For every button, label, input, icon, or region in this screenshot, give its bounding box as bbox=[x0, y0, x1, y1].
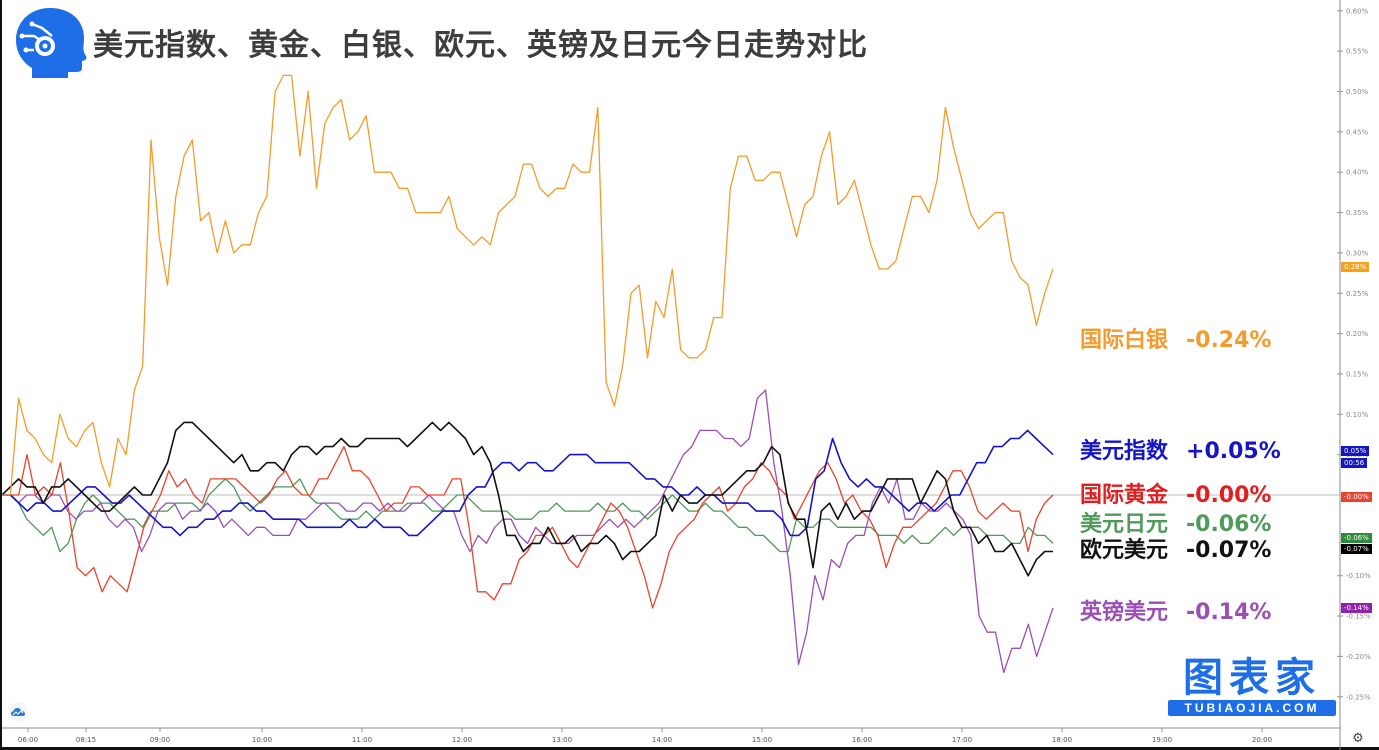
svg-text:11:00: 11:00 bbox=[352, 736, 372, 744]
countdown-tag: 00:56 bbox=[1341, 458, 1368, 468]
svg-text:0.15%: 0.15% bbox=[1346, 370, 1369, 378]
legend-value: -0.14% bbox=[1186, 600, 1272, 625]
legend-item-usdjpy: 美元日元 -0.06% bbox=[1080, 506, 1271, 538]
legend-label: 英镑美元 bbox=[1080, 600, 1169, 625]
price-tag-eurusd: -0.07% bbox=[1341, 544, 1372, 554]
svg-text:0.60%: 0.60% bbox=[1346, 7, 1369, 15]
legend-value: -0.00% bbox=[1186, 483, 1272, 508]
svg-text:15:00: 15:00 bbox=[752, 736, 772, 744]
series-line bbox=[1, 421, 1053, 577]
series-line bbox=[2, 389, 1054, 674]
legend-label: 欧元美元 bbox=[1080, 538, 1169, 563]
series-line bbox=[2, 445, 1054, 609]
svg-text:10:00: 10:00 bbox=[252, 736, 272, 744]
svg-text:0.35%: 0.35% bbox=[1346, 209, 1369, 217]
svg-text:18:00: 18:00 bbox=[1052, 736, 1072, 744]
series-line bbox=[2, 429, 1054, 537]
price-tag-silver: 0.28% bbox=[1341, 262, 1370, 272]
series-lines bbox=[1, 74, 1054, 674]
svg-text:08:15: 08:15 bbox=[76, 736, 96, 744]
price-tag-dxy: 0.05% bbox=[1341, 446, 1370, 456]
legend-item-gbpusd: 英镑美元 -0.14% bbox=[1080, 594, 1271, 626]
y-axis-ticks: 0.60% 0.55% 0.50% 0.45% 0.40% 0.35% 0.30% 0.25%… bbox=[1337, 7, 1371, 701]
legend-item-gold: 国际黄金 -0.00% bbox=[1080, 477, 1271, 509]
price-tag-gold: -0.00% bbox=[1341, 492, 1372, 502]
legend-label: 美元日元 bbox=[1080, 512, 1169, 537]
svg-text:12:00: 12:00 bbox=[452, 736, 472, 744]
svg-text:09:00: 09:00 bbox=[150, 736, 170, 744]
svg-text:16:00: 16:00 bbox=[852, 736, 872, 744]
legend-label: 国际黄金 bbox=[1080, 483, 1169, 508]
x-axis-ticks: 06:00 08:15 09:00 10:00 11:00 12:00 13:00 14:00… bbox=[18, 728, 1272, 744]
legend-label: 国际白银 bbox=[1080, 328, 1169, 353]
legend-item-eurusd: 欧元美元 -0.07% bbox=[1080, 532, 1271, 564]
svg-text:20:00: 20:00 bbox=[1252, 736, 1272, 744]
legend-value: -0.06% bbox=[1186, 512, 1272, 537]
svg-text:19:00: 19:00 bbox=[1152, 736, 1172, 744]
svg-text:17:00: 17:00 bbox=[952, 736, 972, 744]
svg-text:0.40%: 0.40% bbox=[1346, 169, 1369, 177]
svg-text:0.20%: 0.20% bbox=[1346, 330, 1369, 338]
svg-text:13:00: 13:00 bbox=[552, 736, 572, 744]
brand-name: 图表家 bbox=[1183, 655, 1321, 701]
svg-text:0.10%: 0.10% bbox=[1346, 411, 1369, 419]
cloud-icon-glyph bbox=[11, 708, 25, 716]
brand-watermark: 图表家 TUBIAOJIA.COM bbox=[1168, 656, 1336, 722]
legend-label: 美元指数 bbox=[1080, 439, 1169, 464]
svg-text:0.50%: 0.50% bbox=[1346, 88, 1369, 96]
legend-item-silver: 国际白银 -0.24% bbox=[1080, 322, 1271, 354]
legend-value: +0.05% bbox=[1186, 439, 1281, 464]
svg-text:0.45%: 0.45% bbox=[1346, 128, 1369, 136]
svg-text:06:00: 06:00 bbox=[18, 736, 38, 744]
svg-text:0.55%: 0.55% bbox=[1346, 48, 1369, 56]
svg-text:-0.15%: -0.15% bbox=[1346, 613, 1371, 621]
chart-title: 美元指数、黄金、白银、欧元、英镑及日元今日走势对比 bbox=[93, 28, 868, 63]
svg-text:-0.20%: -0.20% bbox=[1346, 653, 1371, 661]
series-line bbox=[2, 74, 1054, 496]
ai-head-logo-icon bbox=[16, 8, 87, 78]
legend-item-dxy: 美元指数 +0.05% bbox=[1080, 433, 1281, 465]
legend-value: -0.24% bbox=[1186, 328, 1272, 353]
svg-text:-0.10%: -0.10% bbox=[1346, 572, 1371, 580]
svg-text:0.25%: 0.25% bbox=[1346, 290, 1369, 298]
price-tag-usdjpy: -0.06% bbox=[1341, 533, 1372, 543]
svg-text:14:00: 14:00 bbox=[652, 736, 672, 744]
svg-text:-0.25%: -0.25% bbox=[1346, 693, 1371, 701]
cloud-icon[interactable] bbox=[8, 702, 28, 722]
brand-url: TUBIAOJIA.COM bbox=[1168, 700, 1336, 716]
gear-icon[interactable]: ⚙ bbox=[1352, 730, 1364, 745]
svg-text:0.30%: 0.30% bbox=[1346, 249, 1369, 257]
legend-value: -0.07% bbox=[1186, 538, 1272, 563]
price-tag-gbpusd: -0.14% bbox=[1341, 603, 1372, 613]
